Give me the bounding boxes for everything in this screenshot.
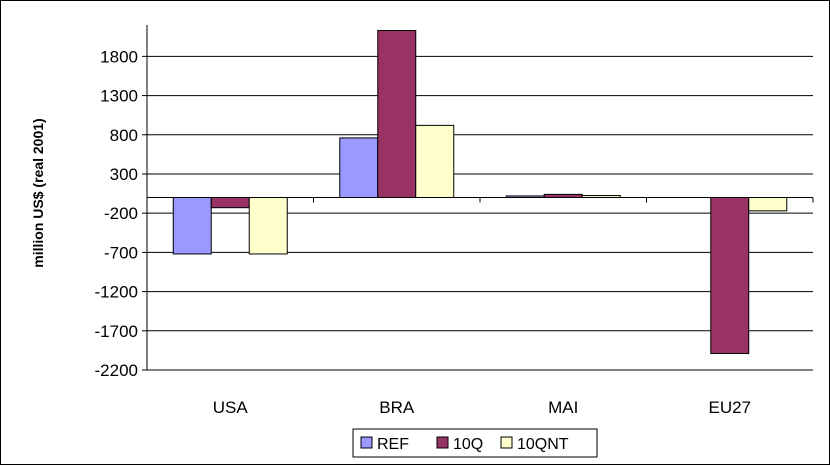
bar-10Q-BRA bbox=[378, 30, 416, 197]
bar-REF-USA bbox=[173, 198, 211, 254]
category-label-mai: MAI bbox=[548, 398, 578, 417]
bar-10QNT-EU27 bbox=[749, 198, 787, 211]
legend-label-10q: 10Q bbox=[453, 436, 483, 453]
y-axis-label: million US$ (real 2001) bbox=[30, 118, 46, 267]
bar-REF-BRA bbox=[340, 138, 378, 198]
bar-10QNT-BRA bbox=[416, 125, 454, 197]
y-tick-label: -200 bbox=[104, 204, 138, 223]
legend-label-ref: REF bbox=[377, 436, 409, 453]
y-tick-labels: 1800 1300 800 300 -200 -700 -1200 -1700 -2200 bbox=[95, 47, 138, 380]
category-label-usa: USA bbox=[213, 398, 249, 417]
legend: REF 10Q 10QNT bbox=[353, 429, 597, 457]
category-label-bra: BRA bbox=[379, 398, 415, 417]
legend-swatch-ref bbox=[361, 437, 372, 448]
bars bbox=[173, 30, 787, 353]
bar-10QNT-USA bbox=[249, 198, 287, 254]
bar-10Q-USA bbox=[211, 198, 249, 208]
legend-label-10qnt: 10QNT bbox=[517, 436, 569, 453]
category-label-eu27: EU27 bbox=[708, 398, 751, 417]
category-labels: USA BRA MAI EU27 bbox=[213, 398, 751, 417]
legend-swatch-10qnt bbox=[501, 437, 512, 448]
y-tick-label: -1200 bbox=[95, 283, 138, 302]
y-tick-label: -700 bbox=[104, 243, 138, 262]
y-tick-label: 1800 bbox=[100, 47, 138, 66]
bar-10Q-EU27 bbox=[711, 198, 749, 354]
y-tick-label: 1300 bbox=[100, 87, 138, 106]
y-tick-label: -1700 bbox=[95, 322, 138, 341]
legend-swatch-10q bbox=[437, 437, 448, 448]
y-tick-label: -2200 bbox=[95, 361, 138, 380]
y-tick-label: 300 bbox=[110, 165, 138, 184]
y-tick-label: 800 bbox=[110, 126, 138, 145]
